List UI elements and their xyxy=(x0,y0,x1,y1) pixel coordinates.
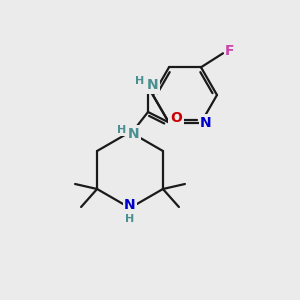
Text: N: N xyxy=(200,116,212,130)
Text: H: H xyxy=(135,76,145,86)
Text: H: H xyxy=(117,125,127,135)
Text: N: N xyxy=(147,78,159,92)
Text: F: F xyxy=(225,44,235,58)
Text: O: O xyxy=(170,111,182,125)
Text: N: N xyxy=(124,198,136,212)
Text: N: N xyxy=(128,127,140,141)
Text: H: H xyxy=(125,214,135,224)
